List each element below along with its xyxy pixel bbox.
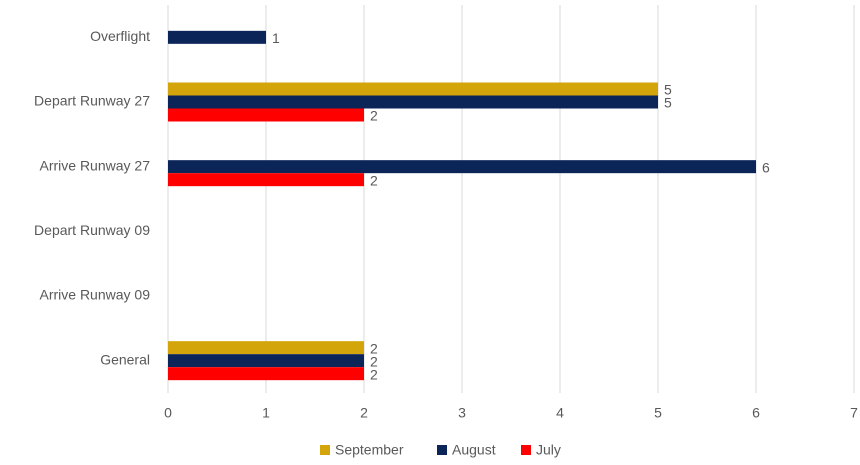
y-tick-label: Depart Runway 09 bbox=[34, 222, 150, 238]
y-tick-label: Arrive Runway 09 bbox=[40, 287, 151, 303]
x-tick-label: 2 bbox=[360, 405, 368, 421]
legend-label: August bbox=[452, 442, 496, 458]
x-tick-label: 5 bbox=[654, 405, 662, 421]
x-tick-label: 4 bbox=[556, 405, 564, 421]
bar bbox=[168, 341, 364, 355]
data-label: 2 bbox=[370, 172, 378, 188]
data-label: 5 bbox=[664, 95, 672, 111]
bar bbox=[168, 30, 266, 44]
x-tick-label: 0 bbox=[164, 405, 172, 421]
bar bbox=[168, 108, 364, 122]
legend-swatch bbox=[320, 445, 330, 455]
y-tick-label: Depart Runway 27 bbox=[34, 93, 150, 109]
legend-label: September bbox=[335, 442, 404, 458]
x-tick-label: 7 bbox=[850, 405, 858, 421]
data-label: 2 bbox=[370, 353, 378, 369]
x-tick-label: 6 bbox=[752, 405, 760, 421]
x-tick-label: 1 bbox=[262, 405, 270, 421]
y-tick-label: Arrive Runway 27 bbox=[40, 157, 151, 173]
legend-swatch bbox=[521, 445, 531, 455]
y-tick-label: Overflight bbox=[90, 28, 150, 44]
x-tick-label: 3 bbox=[458, 405, 466, 421]
bar bbox=[168, 160, 756, 174]
data-label: 6 bbox=[762, 159, 770, 175]
bar bbox=[168, 173, 364, 187]
data-label: 2 bbox=[370, 366, 378, 382]
legend-swatch bbox=[437, 445, 447, 455]
data-label: 2 bbox=[370, 340, 378, 356]
bar bbox=[168, 82, 658, 96]
bar bbox=[168, 95, 658, 109]
data-label: 5 bbox=[664, 82, 672, 98]
bar bbox=[168, 354, 364, 368]
legend-label: July bbox=[536, 442, 561, 458]
bar bbox=[168, 367, 364, 381]
y-tick-label: General bbox=[100, 351, 150, 367]
data-label: 1 bbox=[272, 30, 280, 46]
data-label: 2 bbox=[370, 108, 378, 124]
